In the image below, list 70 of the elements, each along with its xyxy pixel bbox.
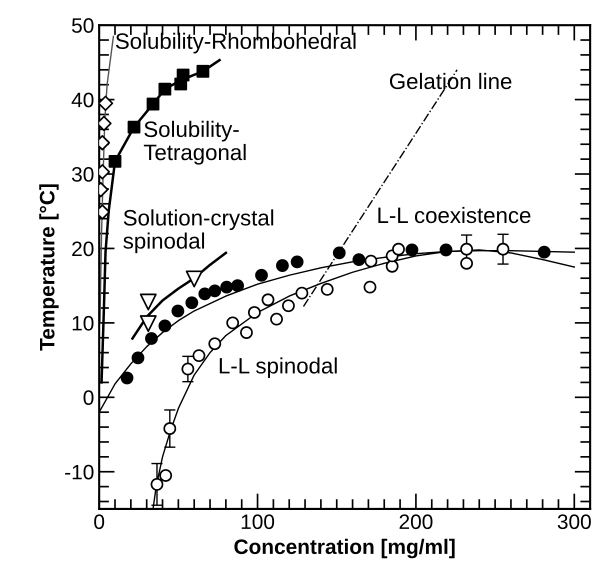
point bbox=[538, 246, 551, 259]
point bbox=[158, 319, 172, 332]
point bbox=[208, 337, 222, 350]
point bbox=[364, 254, 378, 268]
point bbox=[132, 351, 144, 364]
point bbox=[231, 279, 244, 292]
point bbox=[145, 332, 158, 345]
annotation: Solution-crystal spinodal bbox=[123, 209, 274, 254]
y-tick-label: 0 bbox=[84, 390, 94, 406]
annotation: Solubility- Tetragonal bbox=[144, 120, 246, 165]
point bbox=[158, 82, 172, 96]
point bbox=[262, 293, 274, 306]
x-axis-title: Concentration [mg/ml] bbox=[234, 538, 455, 558]
point bbox=[440, 244, 452, 256]
point bbox=[186, 270, 203, 288]
point bbox=[220, 280, 234, 294]
point bbox=[460, 242, 473, 256]
point bbox=[198, 287, 212, 300]
point bbox=[290, 255, 304, 268]
annotation: Solubility-Rhombohedral bbox=[116, 32, 356, 54]
annotation: L-L spinodal bbox=[220, 357, 337, 378]
point bbox=[352, 253, 366, 266]
line-series bbox=[131, 252, 228, 340]
point bbox=[208, 284, 222, 298]
point bbox=[460, 256, 473, 270]
x-tick-label: 0 bbox=[94, 514, 104, 530]
point bbox=[392, 242, 405, 256]
point bbox=[176, 68, 190, 82]
point bbox=[240, 326, 253, 339]
point bbox=[386, 260, 399, 273]
point bbox=[320, 282, 334, 296]
y-tick-label: 10 bbox=[72, 316, 94, 331]
point bbox=[255, 268, 268, 282]
point bbox=[282, 299, 295, 312]
line-series bbox=[99, 36, 114, 324]
point bbox=[108, 154, 122, 168]
point bbox=[171, 304, 184, 318]
point bbox=[128, 120, 140, 134]
point bbox=[270, 312, 283, 326]
point bbox=[159, 469, 172, 482]
point bbox=[496, 242, 510, 256]
x-tick-label: 300 bbox=[558, 514, 591, 530]
point bbox=[364, 280, 376, 294]
y-tick-label: 50 bbox=[72, 18, 94, 33]
point bbox=[406, 244, 418, 256]
point bbox=[99, 116, 112, 132]
y-tick-label: 20 bbox=[72, 241, 94, 256]
point bbox=[181, 362, 194, 376]
point bbox=[185, 296, 198, 310]
point bbox=[163, 422, 176, 435]
point bbox=[192, 349, 206, 362]
y-tick-label: -10 bbox=[65, 464, 94, 480]
x-tick-label: 200 bbox=[400, 514, 432, 530]
point bbox=[296, 286, 308, 300]
y-tick-label: 40 bbox=[72, 92, 94, 108]
point bbox=[226, 316, 240, 330]
point bbox=[276, 259, 289, 272]
point bbox=[140, 294, 157, 311]
point bbox=[332, 246, 346, 260]
point bbox=[248, 306, 261, 319]
x-tick-label: 100 bbox=[242, 514, 274, 530]
y-tick-label: 30 bbox=[72, 167, 94, 182]
point bbox=[150, 478, 164, 491]
point bbox=[120, 372, 134, 384]
annotation: L-L coexistence bbox=[378, 206, 530, 224]
point bbox=[146, 98, 160, 110]
annotation: Gelation line bbox=[390, 72, 512, 90]
point bbox=[196, 64, 210, 78]
point bbox=[140, 315, 157, 332]
y-axis-title: Temperature [°C] bbox=[39, 184, 59, 351]
